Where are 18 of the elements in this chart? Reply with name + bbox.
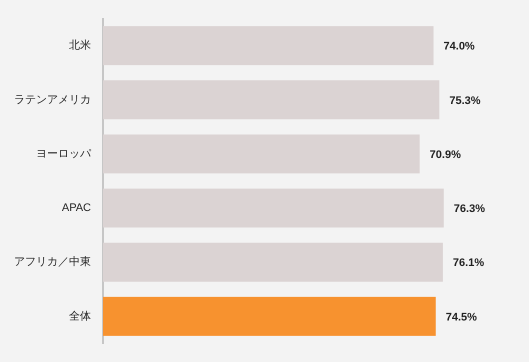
- bar: [103, 296, 436, 336]
- data-label: 76.3%: [454, 203, 486, 216]
- y-tick-label: 北米: [69, 38, 91, 52]
- data-label: 70.9%: [430, 148, 462, 161]
- data-label: 75.3%: [449, 94, 481, 107]
- y-tick-label: 全体: [69, 310, 91, 322]
- y-tick-label: ヨーロッパ: [36, 148, 92, 160]
- data-label: 76.1%: [452, 257, 484, 270]
- bar: [103, 242, 443, 282]
- y-tick-label: アフリカ／中東: [14, 255, 91, 268]
- bar: [103, 26, 434, 66]
- y-tick-label: ラテンアメリカ: [14, 94, 91, 106]
- bar: [103, 80, 440, 120]
- y-tick-label: APAC: [62, 202, 92, 214]
- bar: [103, 188, 444, 228]
- data-label: 74.0%: [444, 40, 475, 53]
- data-label: 74.5%: [446, 311, 478, 324]
- bar: [103, 134, 420, 174]
